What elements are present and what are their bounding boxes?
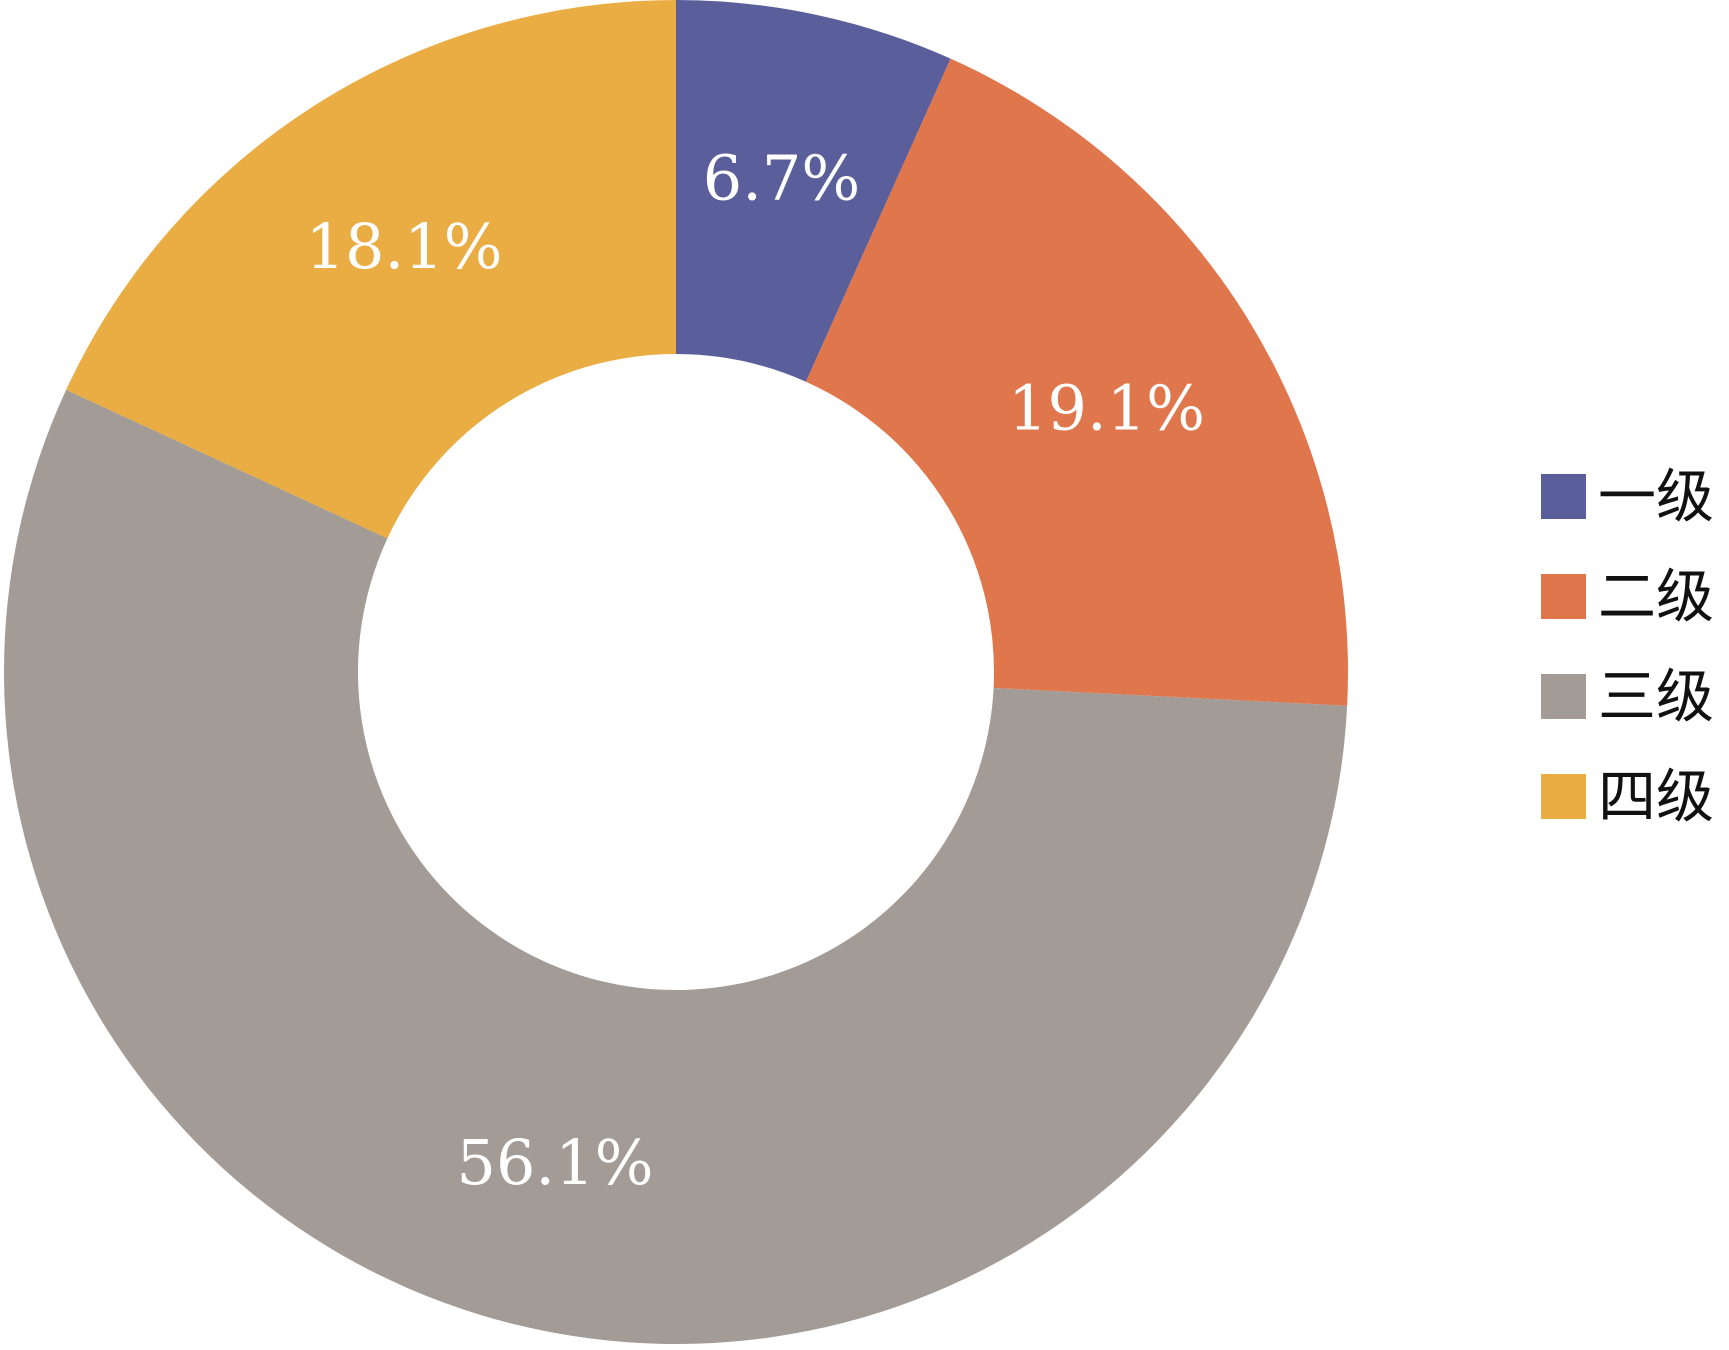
slice-labels: 6.7% 19.1% 56.1% 18.1% [306, 142, 1205, 1199]
legend-label: 一级 [1598, 463, 1714, 531]
slice-value-label: 18.1% [306, 210, 503, 283]
legend-label: 三级 [1598, 663, 1714, 731]
legend-label: 四级 [1598, 763, 1714, 831]
legend-swatch [1541, 774, 1586, 819]
donut-slice [805, 58, 1348, 706]
donut-slices [4, 0, 1348, 1344]
legend-label: 二级 [1598, 563, 1714, 631]
slice-value-label: 6.7% [703, 142, 861, 215]
legend-swatch [1541, 574, 1586, 619]
donut-slice [66, 0, 676, 539]
legend-swatch [1541, 674, 1586, 719]
slice-value-label: 56.1% [457, 1126, 654, 1199]
donut-slice [4, 389, 1348, 1344]
slice-value-label: 19.1% [1008, 372, 1205, 445]
donut-slice [676, 0, 951, 382]
legend-swatch [1541, 474, 1586, 519]
